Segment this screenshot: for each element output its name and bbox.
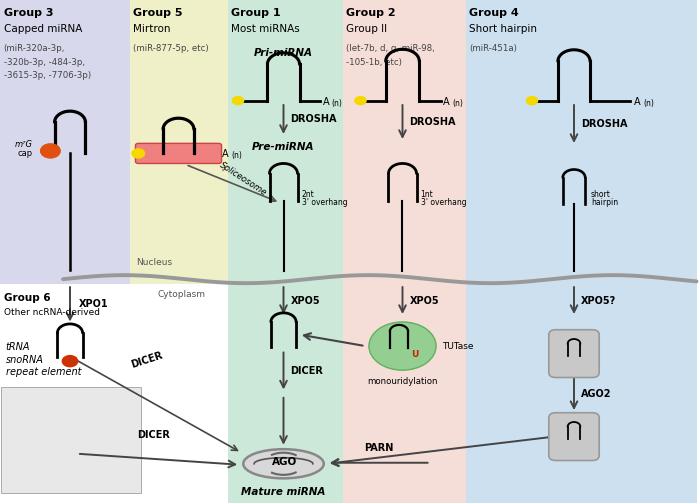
Text: (n): (n) [643, 99, 655, 108]
Text: -105-1b, etc): -105-1b, etc) [346, 58, 402, 67]
Bar [130, 0, 228, 503]
Bar [228, 0, 343, 503]
Text: Group 3: Group 3 [4, 8, 53, 18]
Text: Mature miRNA: Mature miRNA [241, 487, 326, 497]
Text: (n): (n) [332, 99, 343, 108]
Text: Mirtron: Mirtron [133, 24, 171, 34]
Text: A: A [634, 97, 640, 107]
Text: -320b-3p, -484-3p,: -320b-3p, -484-3p, [4, 58, 85, 67]
Bar [466, 0, 696, 503]
Text: XPO5: XPO5 [290, 296, 320, 305]
Circle shape [232, 97, 244, 105]
Text: Pri-miRNA: Pri-miRNA [254, 48, 313, 58]
Text: tRNA: tRNA [6, 342, 30, 352]
Text: (miR-451a): (miR-451a) [469, 44, 517, 53]
Text: Group II: Group II [346, 24, 388, 34]
Text: monouridylation: monouridylation [368, 377, 438, 386]
Text: AGO2: AGO2 [581, 389, 612, 399]
Text: snoRNA: snoRNA [6, 355, 43, 365]
Text: U: U [411, 350, 419, 359]
Text: Group 6: Group 6 [4, 293, 50, 303]
Bar [0, 284, 228, 503]
Circle shape [369, 322, 436, 370]
Text: Most miRNAs: Most miRNAs [231, 24, 300, 34]
Text: 1nt: 1nt [421, 190, 433, 199]
Text: cap: cap [18, 149, 33, 158]
Text: DICER: DICER [290, 366, 323, 376]
Text: -3615-3p, -7706-3p): -3615-3p, -7706-3p) [4, 71, 90, 80]
Text: Spliceosome: Spliceosome [218, 160, 269, 198]
Text: A: A [223, 149, 229, 159]
Text: DROSHA: DROSHA [410, 117, 456, 127]
FancyBboxPatch shape [549, 412, 599, 461]
Circle shape [41, 144, 60, 158]
Text: (n): (n) [231, 151, 242, 160]
Text: Capped miRNA: Capped miRNA [4, 24, 82, 34]
Bar [0, 0, 130, 503]
Text: DROSHA: DROSHA [290, 115, 337, 124]
Text: Group 1: Group 1 [231, 8, 281, 18]
Circle shape [132, 149, 145, 158]
Text: Other ncRNA-derived: Other ncRNA-derived [4, 308, 99, 317]
Bar [343, 0, 466, 503]
Text: TUTase: TUTase [442, 342, 473, 351]
Text: Short hairpin: Short hairpin [469, 24, 537, 34]
Text: 2nt: 2nt [302, 190, 314, 199]
Text: repeat element: repeat element [6, 367, 81, 377]
Ellipse shape [244, 449, 323, 478]
Text: m⁷G: m⁷G [15, 140, 33, 149]
Circle shape [62, 356, 78, 367]
Text: A: A [443, 97, 449, 107]
Text: DICER: DICER [130, 350, 164, 370]
Text: XPO5?: XPO5? [581, 296, 616, 305]
Text: (miR-320a-3p,: (miR-320a-3p, [4, 44, 65, 53]
Text: Nucleus: Nucleus [136, 258, 172, 267]
Text: XPO1: XPO1 [78, 299, 108, 309]
Text: DICER: DICER [138, 430, 170, 440]
Text: (miR-877-5p, etc): (miR-877-5p, etc) [133, 44, 209, 53]
Text: (n): (n) [452, 99, 463, 108]
Text: 3' overhang: 3' overhang [302, 198, 347, 207]
FancyBboxPatch shape [136, 143, 221, 163]
Text: short: short [591, 190, 610, 199]
Text: (let-7b, d, g, miR-98,: (let-7b, d, g, miR-98, [346, 44, 435, 53]
Text: hairpin: hairpin [591, 198, 618, 207]
Text: DROSHA: DROSHA [581, 119, 627, 129]
Text: 3' overhang: 3' overhang [421, 198, 466, 207]
Text: Group 4: Group 4 [469, 8, 519, 18]
Text: XPO5: XPO5 [410, 296, 439, 305]
Circle shape [526, 97, 538, 105]
Text: Pre-miRNA: Pre-miRNA [252, 142, 315, 152]
Circle shape [355, 97, 366, 105]
Text: PARN: PARN [364, 443, 393, 453]
Text: AGO: AGO [272, 457, 298, 467]
Text: Group 2: Group 2 [346, 8, 396, 18]
FancyBboxPatch shape [549, 330, 599, 377]
Text: Group 5: Group 5 [133, 8, 183, 18]
FancyBboxPatch shape [1, 387, 141, 493]
Text: A: A [323, 97, 329, 107]
Text: Cytoplasm: Cytoplasm [158, 290, 206, 299]
